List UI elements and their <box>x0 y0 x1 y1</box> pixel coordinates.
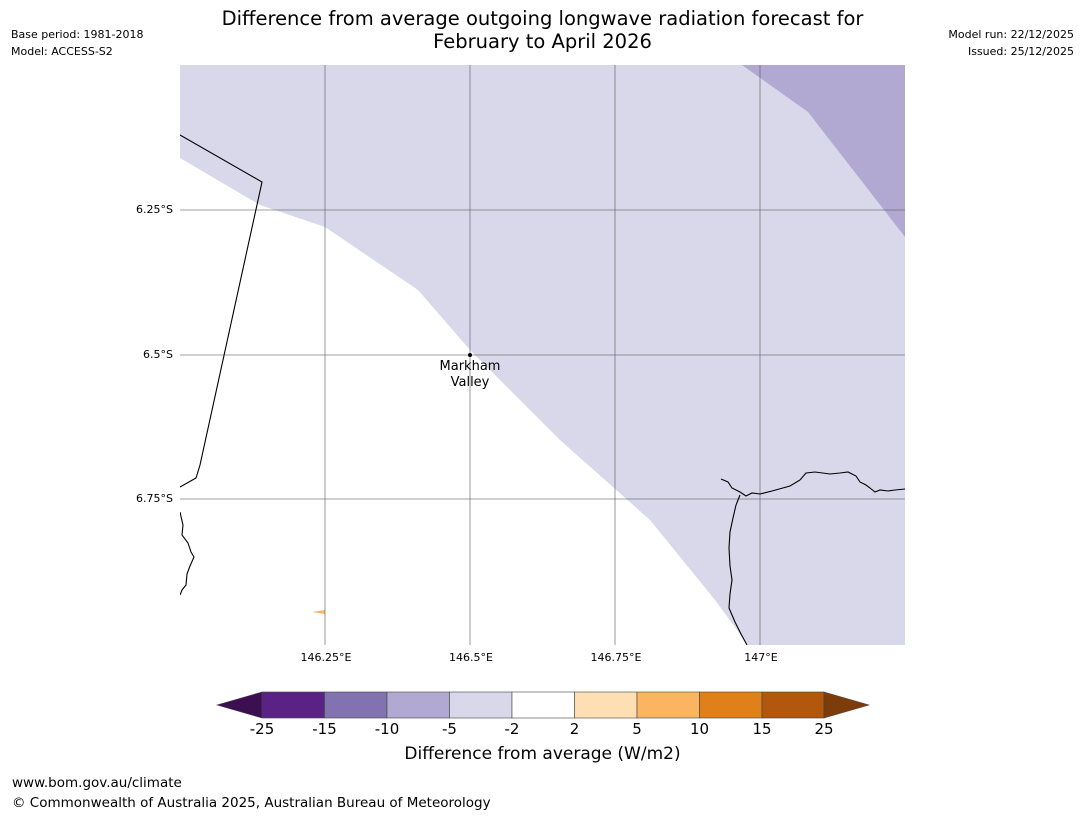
colorbar-tick: -10 <box>374 720 400 738</box>
lon-label-147: 147°E <box>744 651 778 664</box>
colorbar-bin-neg25-neg15 <box>261 691 325 719</box>
place-label-markham-valley: Markham Valley <box>420 359 520 391</box>
colorbar-tick: 5 <box>632 720 642 738</box>
colorbar-bin-neg5-neg2 <box>449 691 513 719</box>
colorbar-tick: 10 <box>689 720 710 738</box>
coastline-west <box>180 511 195 596</box>
colorbar-tick: -2 <box>504 720 520 738</box>
model-name-text: Model: ACCESS-S2 <box>11 45 113 58</box>
base-period-text: Base period: 1981-2018 <box>11 28 144 41</box>
lon-label-146.25: 146.25°E <box>300 651 352 664</box>
coastline-east <box>720 471 905 497</box>
colorbar-bin-2-5 <box>574 691 638 719</box>
model-info: Base period: 1981-2018 Model: ACCESS-S2 <box>11 26 143 60</box>
gridlines <box>180 65 905 645</box>
map-title-line2: February to April 2026 <box>433 30 652 53</box>
place-name-line1: Markham <box>439 359 501 374</box>
issued-text: Issued: 25/12/2025 <box>967 45 1074 58</box>
footer-url[interactable]: www.bom.gov.au/climate <box>12 775 182 791</box>
lat-label-6.75: 6.75°S <box>136 492 173 505</box>
lon-label-146.5: 146.5°E <box>449 651 493 664</box>
model-run-text: Model run: 22/12/2025 <box>948 28 1074 41</box>
colorbar-tick: 2 <box>569 720 580 738</box>
place-name-line2: Valley <box>450 375 490 390</box>
colorbar-bin-5-10 <box>636 691 700 719</box>
colorbar-tick: -15 <box>312 720 337 738</box>
colorbar-bin-neg2-2 <box>511 691 575 719</box>
colorbar-extend-low <box>215 691 263 719</box>
map-title-line1: Difference from average outgoing longwav… <box>221 7 864 30</box>
colorbar-tick: 25 <box>814 720 834 738</box>
colorbar-extend-high <box>823 691 871 719</box>
border-line <box>180 134 263 488</box>
colorbar-tick: -5 <box>442 720 457 738</box>
colorbar-tick: 15 <box>752 720 772 738</box>
colorbar-bin-10-15 <box>699 691 763 719</box>
markham-valley-marker <box>468 353 472 357</box>
colorbar-title: Difference from average (W/m2) <box>404 744 681 764</box>
lon-label-146.75: 146.75°E <box>590 651 642 664</box>
lat-label-6.25: 6.25°S <box>136 203 173 216</box>
shading-orange-speck <box>312 610 325 614</box>
map-panel <box>180 65 905 645</box>
colorbar-tick: -25 <box>249 720 275 738</box>
shading-medium-lavender <box>742 65 905 237</box>
colorbar-bin-15-25 <box>761 691 825 719</box>
lat-label-6.5: 6.5°S <box>143 348 173 361</box>
map-title: Difference from average outgoing longwav… <box>0 7 1085 53</box>
colorbar-bin-neg10-neg5 <box>386 691 450 719</box>
colorbar-bin-neg15-neg10 <box>324 691 388 719</box>
colorbar <box>215 691 871 719</box>
footer-copyright: © Commonwealth of Australia 2025, Austra… <box>12 795 491 811</box>
boundaries <box>180 134 905 645</box>
coastline-peninsula <box>728 494 748 645</box>
run-info: Model run: 22/12/2025 Issued: 25/12/2025 <box>948 26 1074 60</box>
